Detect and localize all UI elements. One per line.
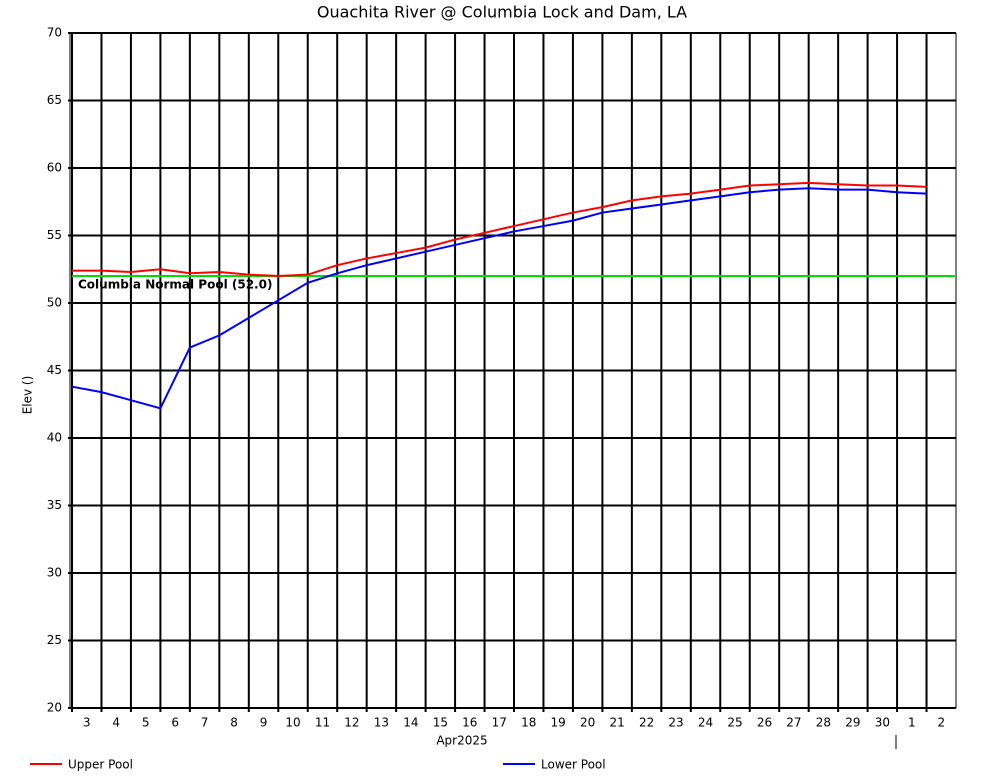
x-tick-label: 23 xyxy=(668,716,683,730)
x-tick-label: 5 xyxy=(142,716,150,730)
y-tick-label: 40 xyxy=(47,431,62,445)
x-tick-label: 21 xyxy=(609,716,624,730)
x-tick-label: 18 xyxy=(521,716,536,730)
x-tick-label: 11 xyxy=(315,716,330,730)
x-tick-label: 9 xyxy=(260,716,268,730)
x-tick-label: 4 xyxy=(112,716,120,730)
x-tick-label: 30 xyxy=(875,716,890,730)
x-tick-label: 3 xyxy=(83,716,91,730)
y-tick-label: 45 xyxy=(47,363,62,377)
y-tick-label: 65 xyxy=(47,93,62,107)
x-tick-label: 20 xyxy=(580,716,595,730)
x-tick-label: 17 xyxy=(492,716,507,730)
x-tick-label: 26 xyxy=(757,716,772,730)
y-tick-label: 30 xyxy=(47,566,62,580)
chart-title: Ouachita River @ Columbia Lock and Dam, … xyxy=(317,3,687,22)
x-tick-label: 29 xyxy=(845,716,860,730)
x-tick-label: 10 xyxy=(285,716,300,730)
x-tick-label: 2 xyxy=(937,716,945,730)
x-tick-label: 22 xyxy=(639,716,654,730)
x-tick-label: 25 xyxy=(727,716,742,730)
y-tick-label: 20 xyxy=(47,701,62,715)
y-tick-label: 25 xyxy=(47,633,62,647)
series-line xyxy=(71,187,927,410)
y-tick-label: 70 xyxy=(47,26,62,40)
x-tick-label: 12 xyxy=(344,716,359,730)
x-tick-label: 28 xyxy=(816,716,831,730)
y-axis-label: Elev () xyxy=(21,376,35,415)
y-tick-label: 55 xyxy=(47,228,62,242)
x-tick-label: 24 xyxy=(698,716,713,730)
x-axis-label: Apr2025 xyxy=(436,734,487,748)
legend-label: Lower Pool xyxy=(541,758,606,772)
y-tick-label: 60 xyxy=(47,161,62,175)
x-tick-label: 6 xyxy=(171,716,179,730)
y-tick-label: 50 xyxy=(47,296,62,310)
reference-label: Columbia Normal Pool (52.0) xyxy=(78,278,272,292)
y-tick-label: 35 xyxy=(47,498,62,512)
legend-label: Upper Pool xyxy=(68,758,133,772)
x-tick-label: 1 xyxy=(908,716,916,730)
x-tick-label: 19 xyxy=(551,716,566,730)
x-tick-label: 27 xyxy=(786,716,801,730)
x-tick-label: 15 xyxy=(433,716,448,730)
x-tick-label: 13 xyxy=(374,716,389,730)
x-tick-label: 8 xyxy=(230,716,238,730)
x-tick-label: 16 xyxy=(462,716,477,730)
x-tick-label: 14 xyxy=(403,716,418,730)
series-line xyxy=(72,181,927,278)
x-tick-label: 7 xyxy=(201,716,209,730)
